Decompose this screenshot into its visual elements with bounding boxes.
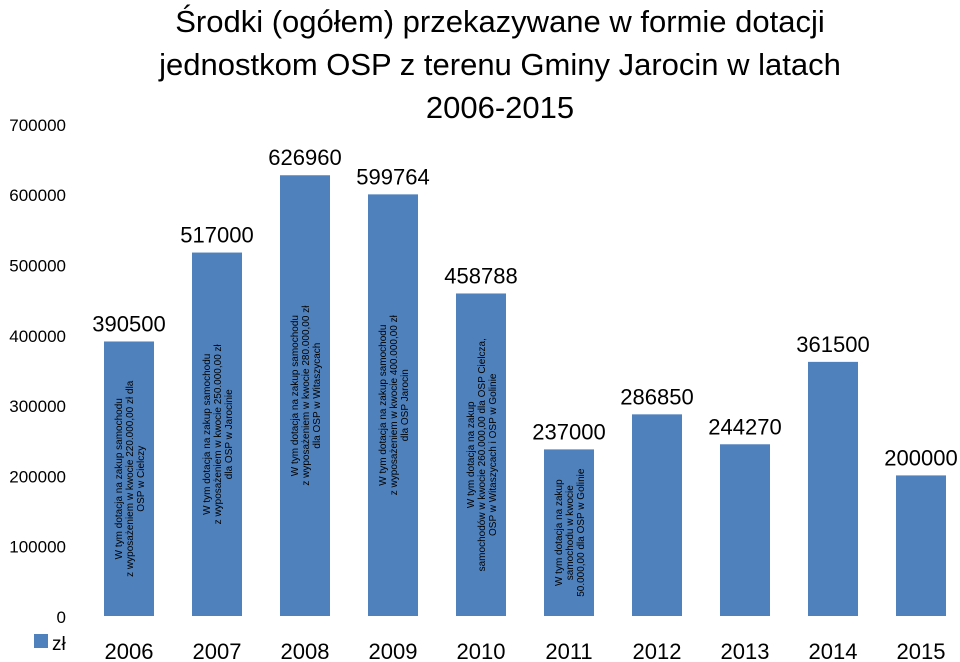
annotation-line: z wyposażeniem w kwocie 280.000,00 zł [301, 305, 312, 486]
y-axis: 0 100000 200000 300000 400000 500000 600000 700… [9, 116, 66, 627]
x-axis: 2006 2007 2008 2009 2010 2011 2012 2013 2014 2015 [105, 639, 946, 662]
y-tick-label: 100000 [9, 538, 66, 557]
data-label-2013: 244270 [708, 414, 781, 439]
data-label-2006: 390500 [92, 311, 165, 336]
bar-2011 [544, 449, 594, 616]
annotation-line: 50.000,00 dla OSP w Golinie [576, 468, 587, 597]
chart-title-line-1: Środki (ogółem) przekazywane w formie do… [175, 4, 825, 39]
bar-2008 [280, 175, 330, 616]
annotation-2007: W tym dotacja na zakup samochodu z wyposa… [202, 343, 235, 524]
data-label-2011: 237000 [532, 419, 605, 444]
annotation-2011: W tym dotacja na zakup samochodu w kwocie… [554, 468, 587, 597]
annotation-line: W tym dotacja na zakup samochodu [290, 315, 301, 476]
x-tick-label-2015: 2015 [897, 639, 946, 662]
bar-2009 [368, 194, 418, 616]
bar-2012 [632, 414, 682, 616]
legend-swatch [34, 634, 48, 648]
x-tick-label-2006: 2006 [105, 639, 154, 662]
data-label-2014: 361500 [796, 332, 869, 357]
x-tick-label-2013: 2013 [721, 639, 770, 662]
y-tick-label: 0 [57, 608, 66, 627]
bar-2013 [720, 444, 770, 616]
y-tick-label: 400000 [9, 327, 66, 346]
annotation-2010: W tym dotacja na zakup samochodów w kwoci… [466, 338, 499, 571]
annotation-line: z wyposażeniem w kwocie 220.000,00 zł dl… [125, 380, 136, 577]
annotation-line: dla OSP Jarocin [400, 369, 411, 441]
data-label-2015: 200000 [884, 445, 957, 470]
annotation-2008: W tym dotacja na zakup samochodu z wyposa… [290, 305, 323, 486]
x-tick-label-2014: 2014 [809, 639, 858, 662]
legend: zł [34, 634, 67, 655]
annotation-line: OSP w Cielczy [136, 446, 147, 512]
y-tick-label: 500000 [9, 257, 66, 276]
y-tick-label: 600000 [9, 186, 66, 205]
data-label-2012: 286850 [620, 384, 693, 409]
annotation-line: W tym dotacja na zakup samochodu [378, 325, 389, 486]
x-tick-label-2007: 2007 [193, 639, 242, 662]
annotation-line: W tym dotacja na zakup samochodu [202, 354, 213, 515]
annotation-line: z wyposażeniem w kwocie 250.000,00 zł [213, 343, 224, 524]
annotation-line: dla OSP w Witaszycach [312, 343, 323, 449]
data-label-2010: 458788 [444, 263, 517, 288]
x-tick-label-2008: 2008 [281, 639, 330, 662]
bar-2006 [104, 341, 154, 616]
x-tick-label-2011: 2011 [545, 639, 592, 662]
annotation-line: W tym dotacja na zakup [466, 401, 477, 508]
bar-2014 [808, 361, 858, 616]
value-labels-group: 390500 517000 626960 599764 458788 237000 2868… [92, 145, 957, 470]
x-tick-label-2009: 2009 [369, 639, 418, 662]
data-label-2007: 517000 [180, 223, 253, 248]
bar-2007 [192, 252, 242, 616]
annotation-line: dla OSP w Jarocinie [224, 389, 235, 479]
annotation-line: W tym dotacja na zakup [554, 479, 565, 586]
y-tick-label: 200000 [9, 467, 66, 486]
chart-title-line-3: 2006-2015 [425, 90, 575, 125]
x-tick-label-2012: 2012 [633, 639, 682, 662]
data-label-2008: 626960 [268, 145, 341, 170]
y-tick-label: 300000 [9, 397, 66, 416]
annotation-line: samochodu w kwocie [565, 485, 576, 580]
y-tick-label: 700000 [9, 116, 66, 135]
bar-2010 [456, 293, 506, 616]
x-tick-label-2010: 2010 [457, 639, 506, 662]
annotation-line: W tym dotacja na zakup samochodu [114, 398, 125, 559]
legend-label: zł [52, 634, 67, 655]
annotation-line: OSP w Witaszycach i OSP w Golinie [488, 373, 499, 536]
annotation-2009: W tym dotacja na zakup samochodu z wyposa… [378, 314, 411, 495]
annotation-2006: W tym dotacja na zakup samochodu z wyposa… [114, 380, 147, 577]
bars-group [104, 175, 946, 616]
annotation-line: z wyposażeniem w kwocie 400.000,00 zł [389, 314, 400, 495]
annotation-line: samochodów w kwocie 260.000,00 dla OSP C… [477, 338, 488, 571]
chart-title-line-2: jednostkom OSP z terenu Gminy Jarocin w … [159, 47, 841, 82]
data-label-2009: 599764 [356, 164, 429, 189]
bar-2015 [896, 475, 946, 616]
annotations-group: W tym dotacja na zakup samochodu z wyposa… [114, 305, 587, 597]
